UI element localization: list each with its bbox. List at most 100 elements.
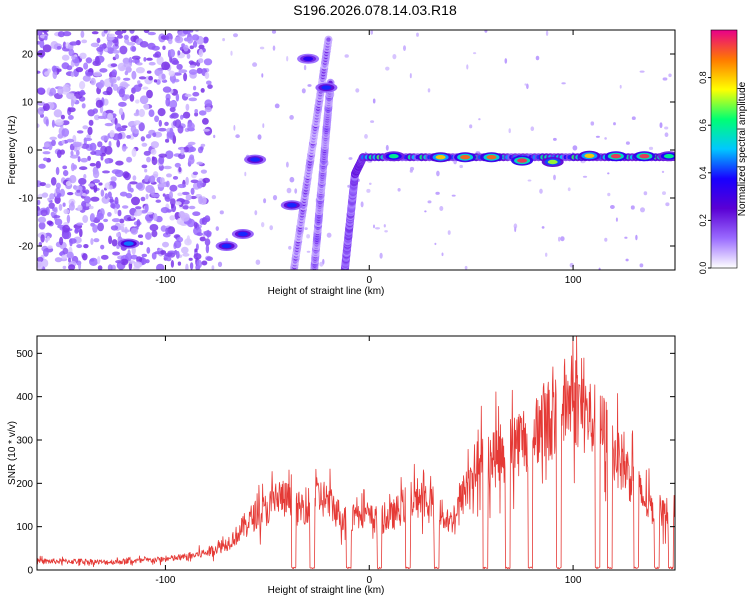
noise-speckle: [124, 38, 130, 44]
noise-speckle: [76, 189, 81, 193]
noise-speckle: [143, 57, 147, 62]
noise-speckle: [43, 157, 48, 162]
noise-speckle: [66, 251, 74, 259]
noise-speckle: [166, 173, 172, 178]
noise-speckle: [631, 116, 636, 120]
noise-speckle: [76, 222, 84, 226]
noise-speckle: [153, 213, 158, 222]
noise-speckle: [607, 172, 610, 175]
noise-speckle: [123, 34, 129, 40]
noise-speckle: [189, 262, 194, 270]
colorbar-gradient: [710, 29, 738, 269]
noise-speckle: [37, 30, 43, 36]
noise-speckle: [274, 103, 280, 109]
noise-speckle: [545, 30, 549, 36]
noise-speckle: [639, 263, 644, 268]
noise-speckle: [40, 234, 45, 243]
noise-speckle: [116, 126, 123, 132]
noise-speckle: [68, 115, 74, 120]
noise-speckle: [78, 261, 82, 270]
noise-speckle: [451, 194, 456, 197]
noise-speckle: [135, 206, 142, 210]
noise-speckle: [96, 46, 104, 52]
noise-speckle: [199, 236, 206, 242]
noise-speckle: [170, 198, 176, 207]
noise-speckle: [75, 67, 84, 73]
noise-speckle: [541, 226, 545, 229]
noise-speckle: [122, 171, 130, 179]
y-tick-label: 500: [16, 349, 33, 360]
noise-speckle: [107, 264, 113, 270]
noise-speckle: [204, 106, 212, 113]
noise-speckle: [166, 180, 170, 188]
noise-speckle: [169, 191, 173, 200]
noise-speckle: [133, 261, 143, 269]
noise-speckle: [304, 227, 308, 231]
noise-speckle: [561, 82, 566, 85]
noise-speckle: [126, 135, 131, 139]
noise-speckle: [110, 63, 118, 68]
noise-speckle: [174, 119, 182, 129]
noise-speckle: [464, 265, 468, 270]
noise-speckle: [162, 86, 172, 93]
noise-speckle: [99, 68, 108, 73]
noise-speckle: [215, 226, 219, 232]
noise-speckle: [167, 252, 176, 258]
noise-speckle: [183, 72, 188, 82]
x-axis-label: Height of straight line (km): [268, 585, 385, 596]
noise-speckle: [119, 191, 128, 197]
noise-speckle: [344, 54, 349, 58]
noise-speckle: [447, 230, 451, 235]
noise-speckle: [424, 210, 427, 213]
noise-speckle: [110, 225, 119, 231]
noise-speckle: [193, 85, 197, 91]
noise-speckle: [131, 59, 140, 63]
noise-speckle: [114, 207, 118, 215]
noise-speckle: [61, 120, 70, 126]
noise-speckle: [144, 168, 148, 173]
noise-speckle: [185, 176, 189, 186]
noise-speckle: [572, 145, 578, 151]
noise-speckle: [193, 221, 198, 229]
noise-speckle: [60, 114, 65, 120]
noise-speckle: [57, 86, 64, 95]
noise-speckle: [107, 33, 115, 38]
snr-panel: -100 0 100 0 100 200 300 400 500 Height of straig…: [7, 335, 676, 596]
noise-speckle: [145, 134, 152, 139]
noise-speckle: [194, 248, 198, 253]
noise-speckle: [148, 75, 154, 81]
noise-speckle: [102, 170, 110, 174]
noise-speckle: [37, 216, 47, 224]
noise-speckle: [182, 205, 189, 210]
noise-speckle: [104, 146, 113, 155]
noise-speckle: [272, 195, 278, 201]
noise-speckle: [122, 30, 127, 34]
noise-speckle: [62, 170, 69, 177]
noise-speckle: [190, 179, 199, 184]
noise-speckle: [80, 157, 88, 163]
noise-speckle: [306, 250, 311, 253]
noise-speckle: [166, 257, 172, 262]
noise-speckle: [37, 123, 40, 129]
noise-speckle: [118, 88, 125, 98]
noise-speckle: [188, 257, 193, 261]
noise-speckle: [202, 37, 209, 44]
y-tick-label: 100: [16, 522, 33, 533]
noise-speckle: [200, 145, 204, 151]
noise-speckle: [75, 150, 80, 156]
noise-speckle: [665, 202, 670, 207]
noise-speckle: [526, 83, 529, 90]
noise-speckle: [92, 224, 98, 233]
noise-speckle: [169, 215, 176, 221]
noise-speckle: [469, 124, 473, 129]
noise-speckle: [130, 254, 138, 260]
noise-speckle: [178, 69, 188, 73]
hotspot: [388, 154, 399, 159]
noise-speckle: [441, 252, 444, 257]
noise-speckle: [104, 47, 108, 52]
noise-speckle: [93, 71, 102, 77]
noise-speckle: [198, 110, 207, 116]
noise-speckle: [170, 260, 174, 268]
noise-speckle: [131, 46, 137, 52]
noise-speckle: [190, 195, 197, 200]
